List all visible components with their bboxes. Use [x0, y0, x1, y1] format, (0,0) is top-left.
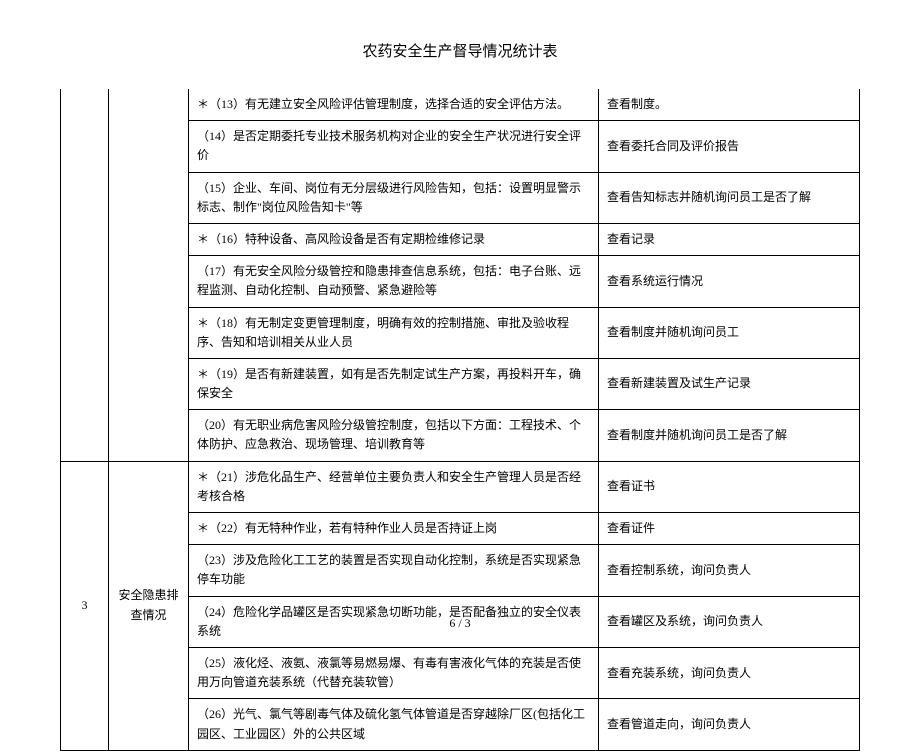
item-cell: （23）涉及危险化工工艺的装置是否实现自动化控制，系统是否实现紧急停车功能	[189, 545, 599, 596]
check-cell: 查看系统运行情况	[599, 256, 860, 307]
check-cell: 查看告知标志并随机询问员工是否了解	[599, 172, 860, 223]
row-number: 3	[61, 461, 109, 750]
item-cell: （26）光气、氯气等剧毒气体及硫化氢气体管道是否穿越除厂区(包括化工园区、工业园…	[189, 699, 599, 750]
item-cell: （25）液化烃、液氨、液氯等易燃易爆、有毒有害液化气体的充装是否使用万向管道充装…	[189, 647, 599, 698]
page-title: 农药安全生产督导情况统计表	[60, 40, 860, 61]
main-table: ＊（13）有无建立安全风险评估管理制度，选择合适的安全评估方法。查看制度。（14…	[60, 89, 860, 751]
item-cell: ＊（22）有无特种作业，若有特种作业人员是否持证上岗	[189, 513, 599, 545]
row-number	[61, 89, 109, 461]
item-cell: （15）企业、车间、岗位有无分层级进行风险告知，包括：设置明显警示标志、制作"岗…	[189, 172, 599, 223]
check-cell: 查看制度并随机询问员工	[599, 307, 860, 358]
page-footer: 6 / 3	[0, 616, 920, 631]
item-cell: ＊（18）有无制定变更管理制度，明确有效的控制措施、审批及验收程序、告知和培训相…	[189, 307, 599, 358]
check-cell: 查看委托合同及评价报告	[599, 121, 860, 172]
item-cell: （14）是否定期委托专业技术服务机构对企业的安全生产状况进行安全评价	[189, 121, 599, 172]
check-cell: 查看新建装置及试生产记录	[599, 358, 860, 409]
check-cell: 查看记录	[599, 223, 860, 255]
item-cell: （20）有无职业病危害风险分级管控制度，包括以下方面：工程技术、个体防护、应急救…	[189, 410, 599, 461]
check-cell: 查看证件	[599, 513, 860, 545]
category-cell	[109, 89, 189, 461]
check-cell: 查看证书	[599, 461, 860, 512]
item-cell: ＊（13）有无建立安全风险评估管理制度，选择合适的安全评估方法。	[189, 89, 599, 121]
check-cell: 查看制度。	[599, 89, 860, 121]
item-cell: ＊（16）特种设备、高风险设备是否有定期检维修记录	[189, 223, 599, 255]
check-cell: 查看制度并随机询问员工是否了解	[599, 410, 860, 461]
category-cell: 安全隐患排查情况	[109, 461, 189, 750]
item-cell: ＊（21）涉危化品生产、经营单位主要负责人和安全生产管理人员是否经考核合格	[189, 461, 599, 512]
check-cell: 查看控制系统，询问负责人	[599, 545, 860, 596]
item-cell: （17）有无安全风险分级管控和隐患排查信息系统，包括：电子台账、远程监测、自动化…	[189, 256, 599, 307]
item-cell: ＊（19）是否有新建装置，如有是否先制定试生产方案，再投料开车，确保安全	[189, 358, 599, 409]
check-cell: 查看充装系统，询问负责人	[599, 647, 860, 698]
check-cell: 查看管道走向，询问负责人	[599, 699, 860, 750]
